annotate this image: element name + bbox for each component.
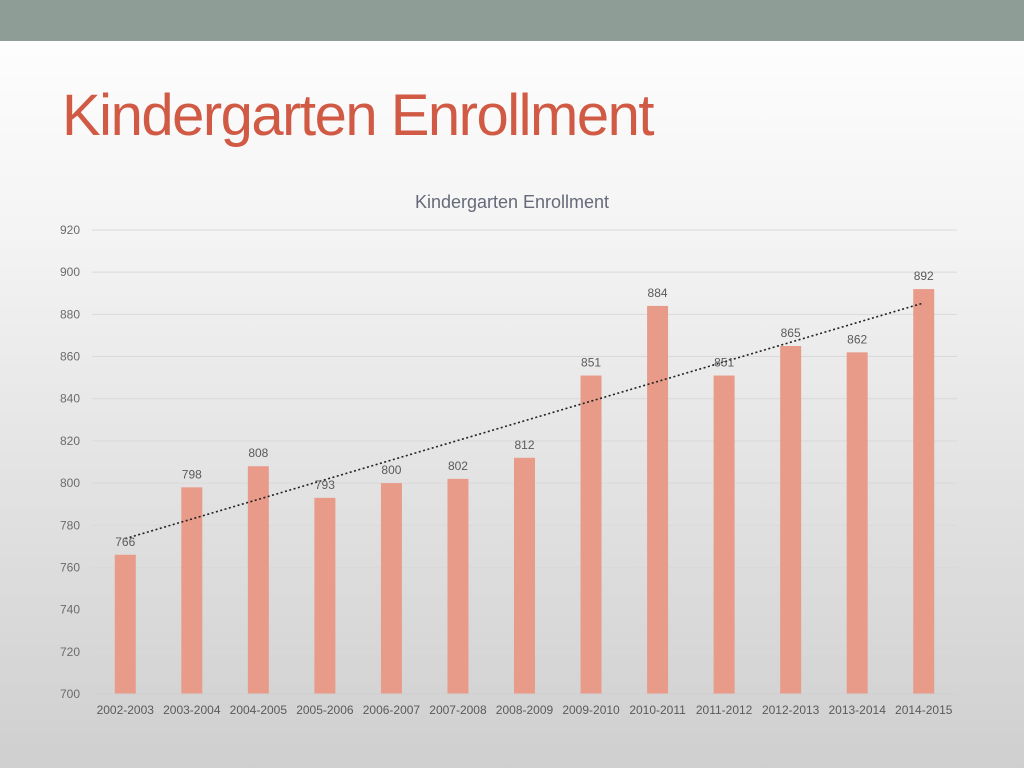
x-tick-label: 2005-2006 [296,703,354,717]
data-label: 793 [315,478,335,492]
y-tick-label: 820 [60,434,80,448]
x-tick-label: 2014-2015 [895,703,953,717]
x-tick-label: 2004-2005 [230,703,288,717]
data-label: 865 [781,326,801,340]
y-tick-label: 900 [60,265,80,279]
y-tick-label: 760 [60,560,80,574]
bar-2010-2011 [647,305,669,694]
top-band [0,0,1024,41]
data-label: 862 [847,332,867,346]
x-tick-label: 2009-2010 [562,703,620,717]
x-tick-label: 2010-2011 [629,703,686,717]
x-tick-label: 2007-2008 [429,703,487,717]
chart-title: Kindergarten Enrollment [415,192,609,212]
data-label: 851 [581,356,601,370]
bar-2004-2005 [247,466,269,694]
y-tick-label: 860 [60,350,80,364]
bar-2002-2003 [114,554,136,694]
y-tick-label: 780 [60,518,80,532]
y-tick-label: 740 [60,603,80,617]
x-tick-label: 2011-2012 [696,703,753,717]
bar-2013-2014 [846,352,868,694]
x-tick-label: 2006-2007 [363,703,421,717]
data-label: 798 [182,467,202,481]
x-tick-label: 2002-2003 [97,703,155,717]
y-tick-label: 800 [60,476,80,490]
bar-2007-2008 [447,478,469,694]
bar-2014-2015 [913,289,935,694]
data-label: 884 [648,286,668,300]
data-label: 808 [248,446,268,460]
y-tick-label: 880 [60,307,80,321]
x-tick-label: 2013-2014 [828,703,886,717]
x-tick-label: 2003-2004 [163,703,221,717]
bar-2008-2009 [514,457,535,694]
bar-2012-2013 [780,346,802,694]
trendline [125,302,924,540]
bar-2009-2010 [580,375,602,694]
x-tick-label: 2008-2009 [496,703,554,717]
slide-title: Kindergarten Enrollment [62,83,654,148]
bar-2006-2007 [380,483,402,694]
y-tick-label: 720 [60,645,80,659]
data-label: 892 [914,269,934,283]
y-tick-label: 920 [60,223,80,237]
bar-2005-2006 [314,497,336,694]
bar-2011-2012 [713,375,735,694]
data-label: 802 [448,459,468,473]
y-tick-label: 700 [60,687,80,701]
x-tick-label: 2012-2013 [762,703,820,717]
bar-2003-2004 [181,487,203,694]
data-label: 812 [514,438,534,452]
data-label: 851 [714,356,734,370]
data-label: 800 [381,463,401,477]
y-tick-label: 840 [60,392,80,406]
data-label: 766 [115,535,135,549]
